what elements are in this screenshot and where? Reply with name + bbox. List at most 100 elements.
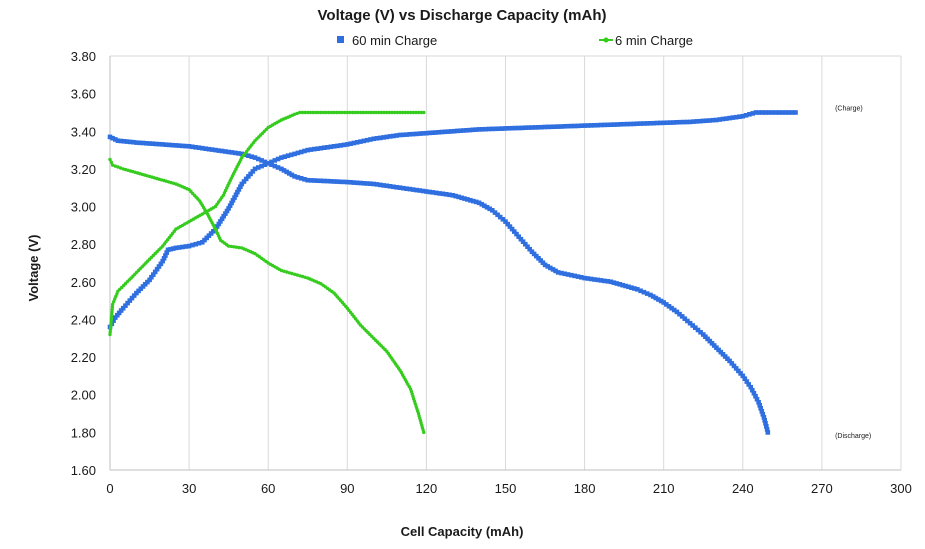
data-point (500, 217, 506, 222)
data-point (681, 119, 686, 125)
data-point (575, 123, 581, 129)
data-point (341, 179, 347, 185)
data-point (532, 125, 538, 130)
data-point (620, 282, 625, 288)
data-point (754, 396, 760, 402)
data-point (464, 128, 469, 133)
data-point (406, 110, 410, 115)
data-point (250, 169, 256, 174)
y-tick-label: 1.60 (71, 463, 96, 478)
data-point (328, 144, 334, 150)
data-point (364, 110, 368, 115)
data-point (579, 123, 584, 128)
data-point (525, 244, 530, 249)
data-point (697, 118, 703, 124)
data-point (730, 115, 736, 120)
data-point (292, 112, 297, 117)
data-point (496, 126, 502, 131)
data-point (424, 130, 429, 136)
data-point (542, 124, 548, 130)
data-point (298, 110, 302, 115)
data-point (407, 132, 413, 137)
data-point (569, 272, 574, 278)
data-point (275, 156, 281, 162)
data-point (230, 198, 236, 203)
data-point (124, 139, 130, 144)
data-point (183, 244, 189, 249)
data-point (760, 412, 766, 417)
data-point (351, 180, 357, 185)
data-point (424, 189, 429, 194)
data-point (539, 124, 545, 130)
data-point (503, 219, 508, 224)
data-point (398, 110, 402, 115)
data-point (308, 178, 314, 183)
data-point (565, 272, 571, 277)
data-point (378, 182, 383, 188)
data-point (213, 147, 218, 153)
data-point (350, 110, 355, 115)
data-point (116, 165, 120, 169)
data-point (110, 307, 114, 312)
data-point (635, 287, 640, 292)
data-point (269, 159, 274, 165)
data-point (664, 302, 669, 307)
series-60-min-charge-discharge (107, 134, 771, 435)
data-point (717, 117, 722, 122)
data-point (158, 261, 164, 267)
data-point (390, 110, 394, 115)
data-point (281, 168, 287, 173)
data-point (509, 125, 515, 131)
data-point (433, 130, 438, 135)
data-point (572, 273, 577, 279)
data-point (414, 187, 419, 193)
data-point (526, 125, 531, 130)
x-tick-label: 210 (653, 481, 675, 496)
data-point (770, 110, 775, 115)
legend-label-60-min: 60 min Charge (352, 33, 437, 48)
data-point (345, 110, 349, 115)
data-point (361, 181, 367, 186)
data-point (164, 250, 169, 255)
data-point (397, 185, 403, 190)
data-point (529, 125, 535, 130)
data-point (562, 124, 568, 129)
data-point (410, 187, 416, 192)
data-point (698, 330, 703, 335)
data-point (348, 180, 353, 185)
data-point (585, 123, 591, 128)
data-point (303, 275, 307, 279)
data-point (387, 110, 392, 115)
data-point (226, 206, 231, 211)
gridlines (110, 55, 902, 470)
data-point (467, 127, 473, 133)
data-point (760, 110, 765, 115)
data-point (115, 138, 121, 143)
data-point (372, 110, 376, 115)
data-point (121, 139, 127, 144)
data-point (219, 148, 225, 154)
data-point (490, 126, 495, 132)
x-tick-label: 270 (811, 481, 833, 496)
data-point (120, 305, 126, 311)
data-point (113, 315, 118, 320)
data-point (109, 160, 114, 164)
data-point (744, 379, 750, 384)
data-point (505, 221, 510, 227)
data-point (648, 292, 653, 298)
data-point (371, 136, 376, 142)
data-point (602, 122, 607, 128)
x-tick-label: 90 (340, 481, 354, 496)
data-point (506, 126, 512, 131)
data-point (176, 143, 182, 148)
data-point (109, 320, 113, 324)
data-point (221, 213, 226, 219)
data-point (279, 166, 284, 172)
data-point (229, 150, 235, 155)
data-point (223, 211, 228, 216)
data-point (285, 153, 291, 158)
data-point (190, 144, 195, 150)
data-point (156, 264, 162, 269)
data-point (519, 125, 525, 131)
